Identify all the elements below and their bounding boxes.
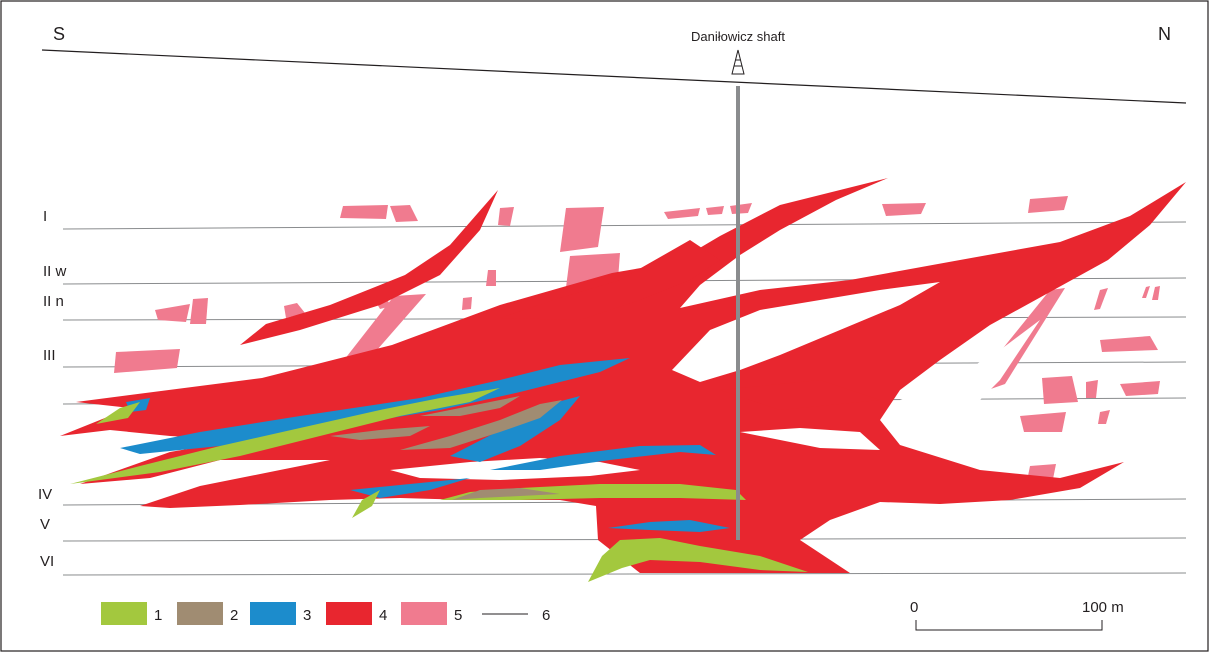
level-line-8 — [62, 572, 1187, 576]
blue-band — [490, 445, 716, 470]
legend-label-4: 4 — [379, 607, 387, 624]
shaft-tower-icon — [731, 49, 745, 75]
level-labels: I II w II n III IV V VI — [38, 208, 67, 570]
brown-deposits — [330, 396, 562, 500]
level-label: III — [43, 347, 56, 364]
pink-block — [1020, 412, 1066, 432]
scale-end-label: 100 m — [1082, 599, 1124, 616]
pink-block — [1028, 196, 1068, 213]
level-line-1 — [62, 221, 1187, 230]
pink-block — [730, 203, 752, 214]
pink-block — [1094, 288, 1108, 310]
direction-north: N — [1158, 24, 1171, 44]
green-band — [352, 490, 380, 518]
pink-block — [344, 294, 426, 360]
surface-line — [41, 49, 1187, 104]
blue-band — [350, 478, 470, 498]
blue-deposits — [120, 358, 730, 532]
level-label: VI — [40, 553, 54, 570]
pink-block — [1042, 376, 1078, 404]
pink-block — [498, 207, 514, 226]
pink-block — [882, 203, 926, 216]
green-band — [96, 402, 140, 424]
level-label: I — [43, 208, 47, 225]
brown-band — [452, 488, 560, 500]
pink-block — [1098, 410, 1110, 424]
level-label: IV — [38, 486, 52, 503]
blue-band — [120, 358, 630, 454]
red-orebody — [60, 178, 1186, 573]
red-vein — [500, 240, 720, 320]
pink-block — [1120, 381, 1160, 396]
level-label: II n — [43, 293, 64, 310]
legend-swatch-2 — [177, 602, 223, 625]
pink-block — [1086, 380, 1098, 398]
green-band — [588, 538, 808, 582]
blue-band — [608, 520, 730, 532]
direction-south: S — [53, 24, 65, 44]
red-vein — [240, 190, 498, 345]
green-band — [70, 388, 500, 484]
legend-label-6: 6 — [542, 607, 550, 624]
legend-swatch-3 — [250, 602, 296, 625]
brown-band — [400, 400, 562, 450]
legend-label-1: 1 — [154, 607, 162, 624]
level-label: V — [40, 516, 50, 533]
legend-label-2: 2 — [230, 607, 238, 624]
pink-block — [190, 298, 208, 324]
pink-block — [340, 205, 388, 219]
pink-block — [706, 206, 724, 215]
scale-bar-line — [915, 620, 1103, 631]
pink-block — [390, 205, 418, 222]
red-deposits — [60, 178, 1186, 573]
legend: 1 2 3 4 5 6 — [101, 602, 550, 625]
pink-block — [560, 207, 604, 252]
pink-block — [462, 297, 472, 310]
pink-block — [1152, 286, 1160, 300]
legend-swatch-4 — [326, 602, 372, 625]
pink-block — [114, 349, 180, 373]
scale-bar: 0 100 m — [910, 599, 1124, 631]
level-label: II w — [43, 263, 67, 280]
pink-block — [1100, 336, 1158, 352]
barren-gap — [900, 320, 1040, 430]
brown-band — [420, 396, 520, 416]
pink-block — [155, 304, 190, 322]
legend-swatch-5 — [401, 602, 447, 625]
shaft-label: Daniłowicz shaft — [691, 29, 785, 44]
legend-swatch-1 — [101, 602, 147, 625]
scale-start-label: 0 — [910, 599, 918, 616]
barren-gap — [740, 428, 880, 450]
legend-label-5: 5 — [454, 607, 462, 624]
pink-block — [486, 270, 496, 286]
brown-band — [330, 426, 430, 440]
blue-band — [450, 396, 580, 462]
legend-label-3: 3 — [303, 607, 311, 624]
pink-block — [664, 208, 700, 219]
pink-block — [1142, 286, 1150, 298]
red-vein — [720, 380, 880, 410]
